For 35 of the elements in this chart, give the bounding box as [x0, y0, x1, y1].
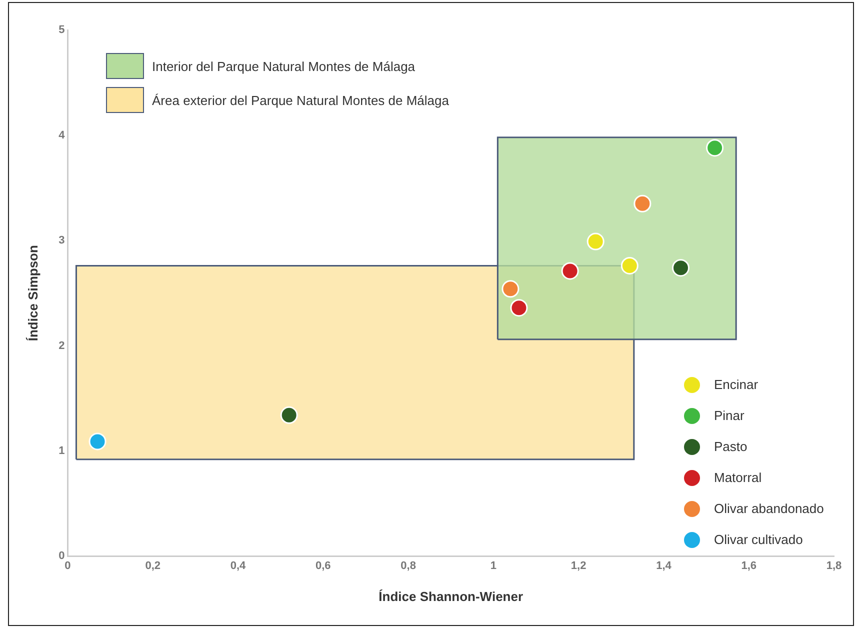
x-tick-label: 1	[490, 560, 496, 572]
point	[620, 256, 638, 274]
x-tick-label: 1,2	[570, 560, 586, 572]
point	[672, 259, 690, 277]
x-tick-label: 1,4	[656, 560, 672, 572]
point	[586, 232, 604, 250]
legend-label: Pasto	[714, 439, 748, 454]
x-tick-label: 0,2	[145, 560, 161, 572]
legend-label: Olivar abandonado	[714, 501, 824, 516]
x-tick-label: 0,6	[315, 560, 331, 572]
y-tick-label: 2	[58, 340, 65, 352]
legend-label: Encinar	[714, 377, 758, 392]
point	[502, 280, 520, 298]
y-tick-label: 1	[58, 444, 65, 457]
point	[634, 194, 652, 212]
legend-label: Matorral	[714, 470, 762, 485]
x-tick-label: 1,6	[741, 560, 757, 572]
y-tick-label: 0	[58, 550, 65, 562]
y-axis-title: Índice Simpson	[25, 245, 40, 342]
x-tick-label: 0,8	[400, 560, 416, 572]
point	[280, 406, 298, 424]
x-tick-label: 1,8	[826, 560, 842, 572]
point	[706, 139, 724, 157]
point	[561, 262, 579, 280]
x-tick-label: 0,4	[230, 560, 247, 572]
x-axis-title: Índice Shannon-Wiener	[378, 588, 524, 604]
point	[510, 299, 528, 317]
y-tick-label: 3	[58, 234, 65, 247]
legend-label: Olivar cultivado	[714, 532, 803, 547]
legend-label: Área exterior del Parque Natural Montes de Málaga	[152, 92, 449, 108]
point	[88, 432, 106, 450]
legend-label: Interior del Parque Natural Montes de Málaga	[152, 58, 416, 74]
y-tick-label: 5	[58, 24, 65, 36]
legend-label: Pinar	[714, 408, 744, 423]
y-tick-label: 4	[58, 129, 66, 142]
